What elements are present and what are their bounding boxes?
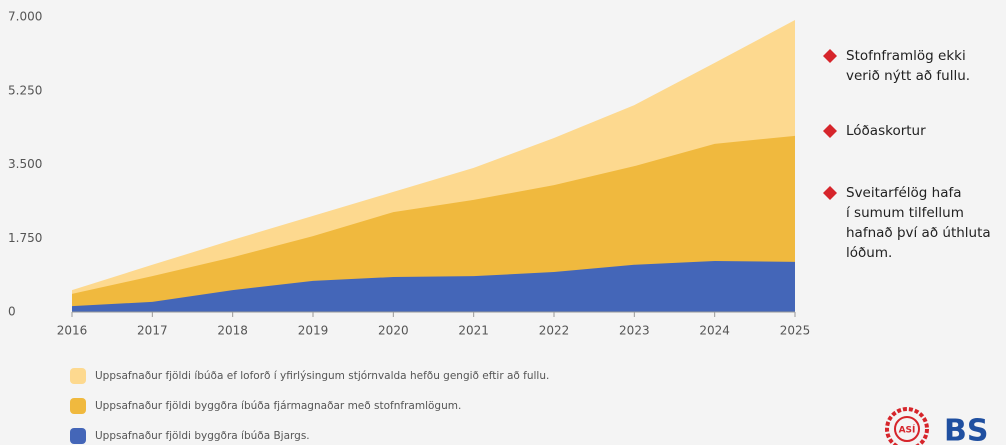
legend-label: Uppsafnaður fjöldi byggðra íbúða fjármag…: [95, 400, 461, 412]
x-tick-label: 2024: [699, 324, 730, 338]
x-tick-label: 2018: [217, 324, 248, 338]
annotation-text: Lóðaskortur: [846, 123, 926, 139]
x-tick-label: 2025: [780, 324, 811, 338]
annotation-text: í sumum tilfellum: [846, 205, 964, 221]
annotation-marker: [823, 124, 837, 138]
y-tick-label: 3.500: [8, 157, 42, 171]
legend-swatch: [70, 368, 86, 384]
x-tick-label: 2017: [137, 324, 168, 338]
legend-label: Uppsafnaður fjöldi íbúða ef loforð í yfi…: [95, 370, 549, 382]
x-tick-label: 2019: [298, 324, 329, 338]
annotation-marker: [823, 186, 837, 200]
y-tick-label: 5.250: [8, 83, 42, 97]
legend-swatch: [70, 398, 86, 414]
annotation-text: lóðum.: [846, 245, 892, 261]
annotation-text: Sveitarfélög hafa: [846, 185, 962, 201]
annotation-marker: [823, 49, 837, 63]
logo-text: BS: [944, 414, 988, 445]
legend-label: Uppsafnaður fjöldi byggðra íbúða Bjargs.: [95, 430, 310, 442]
x-tick-label: 2016: [57, 324, 88, 338]
y-tick-label: 7.000: [8, 10, 42, 24]
logo-text: ASÍ: [899, 424, 916, 436]
logo-asi: [885, 407, 929, 445]
y-tick-label: 1.750: [8, 231, 42, 245]
x-tick-label: 2022: [539, 324, 570, 338]
annotation-text: hafnað því að úthluta: [846, 225, 991, 241]
annotation-text: verið nýtt að fullu.: [846, 68, 970, 84]
y-tick-label: 0: [8, 305, 16, 319]
legend-swatch: [70, 428, 86, 444]
x-tick-label: 2020: [378, 324, 409, 338]
area: [72, 261, 795, 312]
x-tick-label: 2021: [458, 324, 489, 338]
x-tick-label: 2023: [619, 324, 650, 338]
annotation-text: Stofnframlög ekki: [846, 48, 966, 64]
